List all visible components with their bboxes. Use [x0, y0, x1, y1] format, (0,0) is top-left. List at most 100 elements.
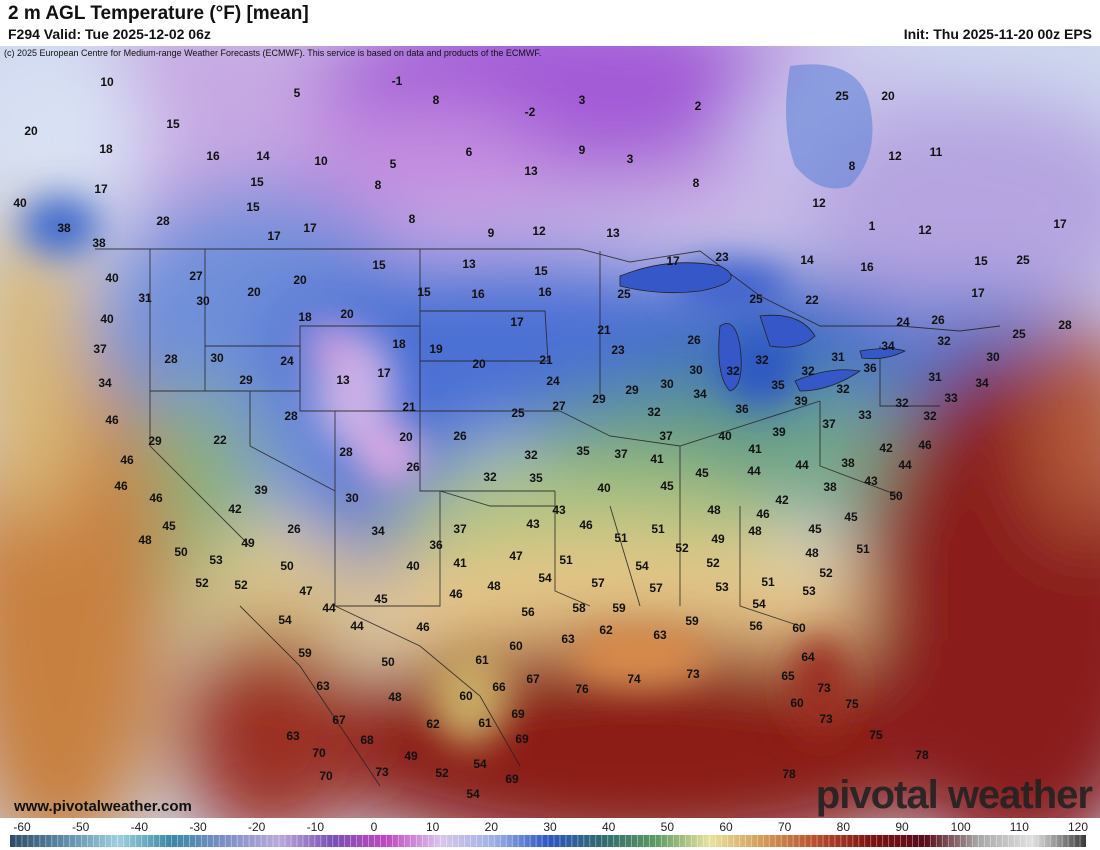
temperature-value-label: 56 — [521, 605, 535, 619]
temperature-value-label: 45 — [844, 510, 858, 524]
temperature-value-label: 52 — [706, 556, 720, 570]
temperature-field — [0, 46, 1100, 818]
temperature-value-label: 65 — [781, 669, 795, 683]
temperature-value-label: 12 — [812, 196, 826, 210]
temperature-value-label: 2 — [694, 99, 702, 113]
temperature-value-label: 20 — [472, 357, 486, 371]
temperature-value-label: 76 — [575, 682, 589, 696]
temperature-value-label: 34 — [975, 376, 989, 390]
valid-time: F294 Valid: Tue 2025-12-02 06z — [8, 26, 211, 42]
temperature-value-label: 38 — [92, 236, 106, 250]
temperature-value-label: 73 — [375, 765, 389, 779]
temperature-value-label: 20 — [24, 124, 38, 138]
temperature-value-label: 23 — [611, 343, 625, 357]
temperature-value-label: 21 — [402, 400, 416, 414]
temperature-value-label: 26 — [687, 333, 701, 347]
temperature-map[interactable]: (c) 2025 European Centre for Medium-rang… — [0, 46, 1100, 818]
temperature-value-label: 25 — [511, 406, 525, 420]
website-url[interactable]: www.pivotalweather.com — [14, 798, 192, 815]
temperature-value-label: 31 — [138, 291, 152, 305]
temperature-value-label: 1 — [868, 219, 876, 233]
temperature-value-label: 17 — [303, 221, 317, 235]
temperature-value-label: 67 — [332, 713, 346, 727]
temperature-value-label: 48 — [138, 533, 152, 547]
temperature-value-label: 50 — [381, 655, 395, 669]
temperature-value-label: 25 — [749, 292, 763, 306]
temperature-value-label: 46 — [114, 479, 128, 493]
temperature-value-label: 17 — [94, 182, 108, 196]
temperature-value-label: 42 — [228, 502, 242, 516]
temperature-value-label: 54 — [278, 613, 292, 627]
temperature-value-label: 38 — [841, 456, 855, 470]
temperature-value-label: 46 — [579, 518, 593, 532]
temperature-value-label: 26 — [406, 460, 420, 474]
brand-logo: pivotal weather — [815, 773, 1093, 817]
temperature-value-label: 27 — [189, 269, 203, 283]
temperature-value-label: 40 — [718, 429, 732, 443]
temperature-value-label: 48 — [805, 546, 819, 560]
scale-tick-label: 90 — [895, 820, 909, 834]
temperature-value-label: 45 — [695, 466, 709, 480]
temperature-value-label: 51 — [761, 575, 775, 589]
temperature-value-label: 61 — [475, 653, 489, 667]
temperature-value-label: 41 — [650, 452, 664, 466]
temperature-value-label: 66 — [492, 680, 506, 694]
temperature-value-label: 52 — [675, 541, 689, 555]
temperature-value-label: 20 — [881, 89, 895, 103]
temperature-value-label: 49 — [711, 532, 725, 546]
temperature-value-label: 36 — [429, 538, 443, 552]
temperature-value-label: 46 — [756, 507, 770, 521]
temperature-value-label: 54 — [752, 597, 766, 611]
scale-tick-label: 60 — [719, 820, 733, 834]
color-scale: -60 -50 -40 -30 -20 -10 0 10 20 30 40 50 60 70 80 90 100… — [0, 818, 1100, 850]
temperature-value-label: 14 — [800, 253, 814, 267]
temperature-value-label: 37 — [659, 429, 673, 443]
temperature-value-label: 43 — [526, 517, 540, 531]
temperature-value-label: 25 — [1016, 253, 1030, 267]
temperature-value-label: 48 — [707, 503, 721, 517]
temperature-value-label: 30 — [196, 294, 210, 308]
temperature-value-label: 30 — [986, 350, 1000, 364]
temperature-value-label: 70 — [319, 769, 333, 783]
temperature-value-label: 54 — [466, 787, 480, 801]
temperature-value-label: 31 — [831, 350, 845, 364]
temperature-value-label: 49 — [241, 536, 255, 550]
temperature-value-label: 16 — [538, 285, 552, 299]
scale-tick-label: 40 — [601, 820, 616, 834]
temperature-value-label: 69 — [511, 707, 525, 721]
temperature-value-label: 15 — [534, 264, 548, 278]
temperature-value-label: 28 — [339, 445, 353, 459]
scale-tick-label: 30 — [543, 820, 557, 834]
scale-ticks: -60 -50 -40 -30 -20 -10 0 10 20 30 40 50 60 70 80 90 100… — [0, 820, 1100, 834]
map-title: 2 m AGL Temperature (°F) [mean] — [8, 3, 309, 24]
temperature-value-label: 10 — [314, 154, 328, 168]
temperature-value-label: 12 — [888, 149, 902, 163]
temperature-value-label: 60 — [459, 689, 473, 703]
temperature-value-label: 30 — [660, 377, 674, 391]
temperature-value-label: 17 — [971, 286, 985, 300]
temperature-value-label: 52 — [435, 766, 449, 780]
temperature-value-label: 8 — [432, 93, 440, 107]
temperature-value-label: 39 — [794, 394, 808, 408]
temperature-value-label: 46 — [149, 491, 163, 505]
init-time: Init: Thu 2025-11-20 00z EPS — [903, 26, 1092, 42]
temperature-value-label: 15 — [974, 254, 988, 268]
temperature-value-label: 12 — [918, 223, 932, 237]
temperature-value-label: 29 — [625, 383, 639, 397]
temperature-value-label: 30 — [689, 363, 703, 377]
temperature-value-label: 22 — [805, 293, 819, 307]
temperature-value-label: 58 — [572, 601, 586, 615]
temperature-value-label: 53 — [715, 580, 729, 594]
temperature-value-label: 15 — [246, 200, 260, 214]
temperature-value-label: 16 — [206, 149, 220, 163]
temperature-value-label: 44 — [795, 458, 809, 472]
temperature-value-label: 52 — [195, 576, 209, 590]
temperature-value-label: 3 — [626, 152, 634, 166]
temperature-value-label: 8 — [848, 159, 856, 173]
temperature-value-label: 50 — [280, 559, 294, 573]
temperature-value-label: 45 — [162, 519, 176, 533]
temperature-value-label: 30 — [345, 491, 359, 505]
temperature-value-label: 46 — [416, 620, 430, 634]
temperature-value-label: 12 — [532, 224, 546, 238]
temperature-value-label: 62 — [426, 717, 440, 731]
